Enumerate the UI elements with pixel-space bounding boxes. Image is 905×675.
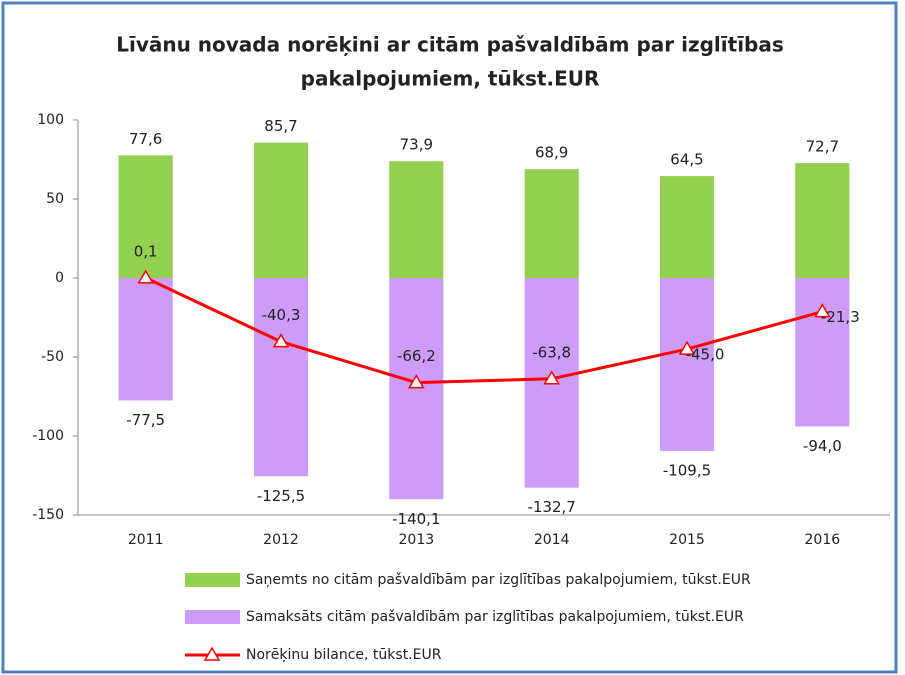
marker <box>272 333 290 348</box>
data-label: 68,9 <box>535 144 568 162</box>
data-label: 77,6 <box>129 130 162 148</box>
y-tick-label: -100 <box>32 428 64 444</box>
bar <box>118 278 173 401</box>
data-label: -140,1 <box>392 510 440 528</box>
data-label: -40,3 <box>262 306 301 324</box>
y-tick-label: 0 <box>55 270 64 286</box>
bar <box>253 142 309 278</box>
x-tick-label: 2015 <box>669 532 705 548</box>
data-label: 85,7 <box>264 117 297 135</box>
y-tick-label: 100 <box>37 112 64 128</box>
y-tick-label: 50 <box>46 191 64 207</box>
legend-label: Norēķinu bilance, tūkst.EUR <box>246 647 442 663</box>
bar <box>389 161 444 278</box>
bar <box>659 278 715 452</box>
marker <box>814 303 831 318</box>
data-label: -125,5 <box>257 487 305 505</box>
x-tick-label: 2012 <box>263 532 299 548</box>
x-tick-label: 2013 <box>399 532 435 548</box>
bar <box>524 169 579 278</box>
bar <box>795 278 850 427</box>
data-label: -66,2 <box>397 347 436 365</box>
x-tick-label: 2016 <box>805 532 841 548</box>
data-label: 73,9 <box>400 136 433 154</box>
data-label: -63,8 <box>532 343 571 361</box>
chart-title: Līvānu novada norēķini ar citām pašvaldī… <box>116 33 784 57</box>
data-label: 0,1 <box>134 242 158 260</box>
bar <box>389 278 444 500</box>
bar <box>659 176 715 278</box>
marker <box>137 269 154 284</box>
legend-swatch <box>203 646 221 661</box>
legend-swatch <box>185 573 240 587</box>
legend-label: Samaksāts citām pašvaldībām par izglītīb… <box>246 609 744 625</box>
chart-title: pakalpojumiem, tūkst.EUR <box>301 67 600 91</box>
line <box>145 276 823 385</box>
data-label: 72,7 <box>806 138 839 156</box>
x-tick-label: 2014 <box>534 532 570 548</box>
data-label: -21,3 <box>821 308 860 326</box>
data-label: 64,5 <box>670 151 703 169</box>
bar <box>253 278 309 477</box>
x-tick-label: 2011 <box>128 532 164 548</box>
data-label: -77,5 <box>126 411 165 429</box>
data-label: -45,0 <box>686 346 725 364</box>
y-tick-label: -50 <box>41 349 64 365</box>
data-label: -109,5 <box>663 462 711 480</box>
bar <box>795 163 850 278</box>
y-tick-label: -150 <box>32 507 64 523</box>
bar <box>118 155 173 278</box>
legend-label: Saņemts no citām pašvaldībām par izglītī… <box>246 572 751 588</box>
data-label: -132,7 <box>527 498 575 516</box>
marker <box>678 340 696 355</box>
marker <box>543 370 560 385</box>
legend-swatch <box>185 610 240 624</box>
marker <box>408 374 425 389</box>
data-label: -94,0 <box>803 437 842 455</box>
